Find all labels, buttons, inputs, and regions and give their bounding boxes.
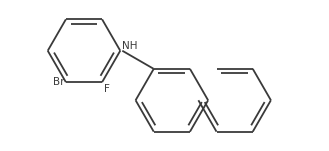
Text: Br: Br: [53, 77, 64, 87]
Text: F: F: [104, 84, 110, 94]
Text: NH: NH: [122, 41, 138, 51]
